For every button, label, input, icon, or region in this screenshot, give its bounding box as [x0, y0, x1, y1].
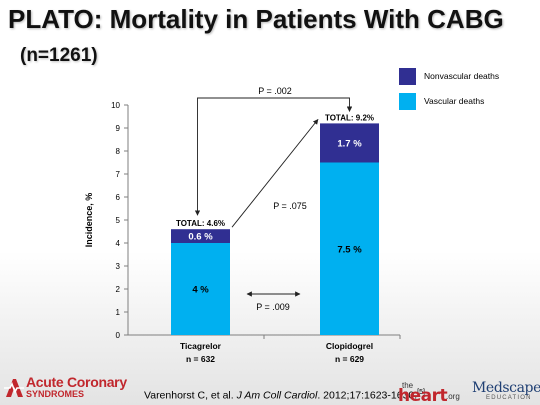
- x-category-n-label: n = 632: [186, 354, 215, 364]
- y-tick-label: 0: [116, 331, 121, 340]
- slide-subtitle: (n=1261): [20, 45, 98, 66]
- theheart-org-logo: the heart .org: [398, 381, 468, 405]
- bar-value-label: 1.7 %: [337, 138, 362, 149]
- x-category-label: Clopidogrel: [326, 341, 373, 351]
- citation-authors: Varenhorst C, et al.: [144, 389, 237, 402]
- y-tick-label: 5: [116, 216, 121, 225]
- p-value-bracket-total: [194, 97, 353, 216]
- acs-logo-icon: [4, 379, 24, 397]
- citation-ref: [5]: [417, 389, 425, 396]
- heart-logo-org: .org: [446, 392, 460, 401]
- citation-details: . 2012;17:1623-1630.: [317, 389, 418, 402]
- bar-value-label: 0.6 %: [188, 232, 213, 243]
- bar-value-label: 7.5 %: [337, 244, 362, 255]
- slide-title: PLATO: Mortality in Patients With CABG: [8, 4, 504, 34]
- y-tick-label: 6: [116, 193, 121, 202]
- bar-vascular-ticagrelor: [171, 243, 230, 335]
- medscape-education-logo: Medscape EDUCATION: [472, 380, 540, 404]
- legend-swatch: [399, 93, 416, 110]
- y-tick-label: 2: [116, 285, 121, 294]
- y-tick-label: 10: [111, 101, 120, 110]
- medscape-logo-main: Medscape: [472, 380, 540, 396]
- legend-swatch: [399, 68, 416, 85]
- p-value-total-label: P = .002: [258, 86, 292, 96]
- citation-journal: J Am Coll Cardiol: [236, 389, 318, 402]
- y-tick-label: 1: [116, 308, 121, 317]
- acs-logo-line1: Acute Coronary: [26, 374, 127, 390]
- legend-label: Vascular deaths: [424, 96, 484, 106]
- y-tick-label: 9: [116, 124, 121, 133]
- medscape-logo-sub: EDUCATION: [486, 395, 532, 401]
- y-tick-label: 8: [116, 147, 121, 156]
- heart-logo-the: the: [402, 381, 414, 390]
- legend-label: Nonvascular deaths: [424, 71, 499, 81]
- p-value-vascular-label: P = .009: [256, 302, 290, 312]
- bar-nonvascular-ticagrelor: [171, 229, 230, 243]
- p-value-nonvascular-label: P = .075: [273, 201, 307, 211]
- acs-logo-line2: SYNDROMES: [26, 389, 85, 399]
- citation: Varenhorst C, et al. J Am Coll Cardiol. …: [144, 389, 425, 402]
- y-tick-label: 4: [116, 239, 121, 248]
- x-category-n-label: n = 629: [335, 354, 364, 364]
- y-tick-label: 3: [116, 262, 121, 271]
- x-category-label: Ticagrelor: [180, 341, 222, 351]
- heart-logo-main: heart: [398, 386, 448, 405]
- bar-total-label: TOTAL: 4.6%: [176, 219, 225, 228]
- p-value-arrow-nonvascular: [231, 118, 319, 228]
- bar-value-label: 4 %: [192, 285, 209, 296]
- y-axis-title: Incidence, %: [84, 193, 94, 248]
- acute-coronary-syndromes-logo: Acute Coronary SYNDROMES: [4, 374, 132, 402]
- y-tick-label: 7: [116, 170, 121, 179]
- bar-total-label: TOTAL: 9.2%: [325, 113, 374, 122]
